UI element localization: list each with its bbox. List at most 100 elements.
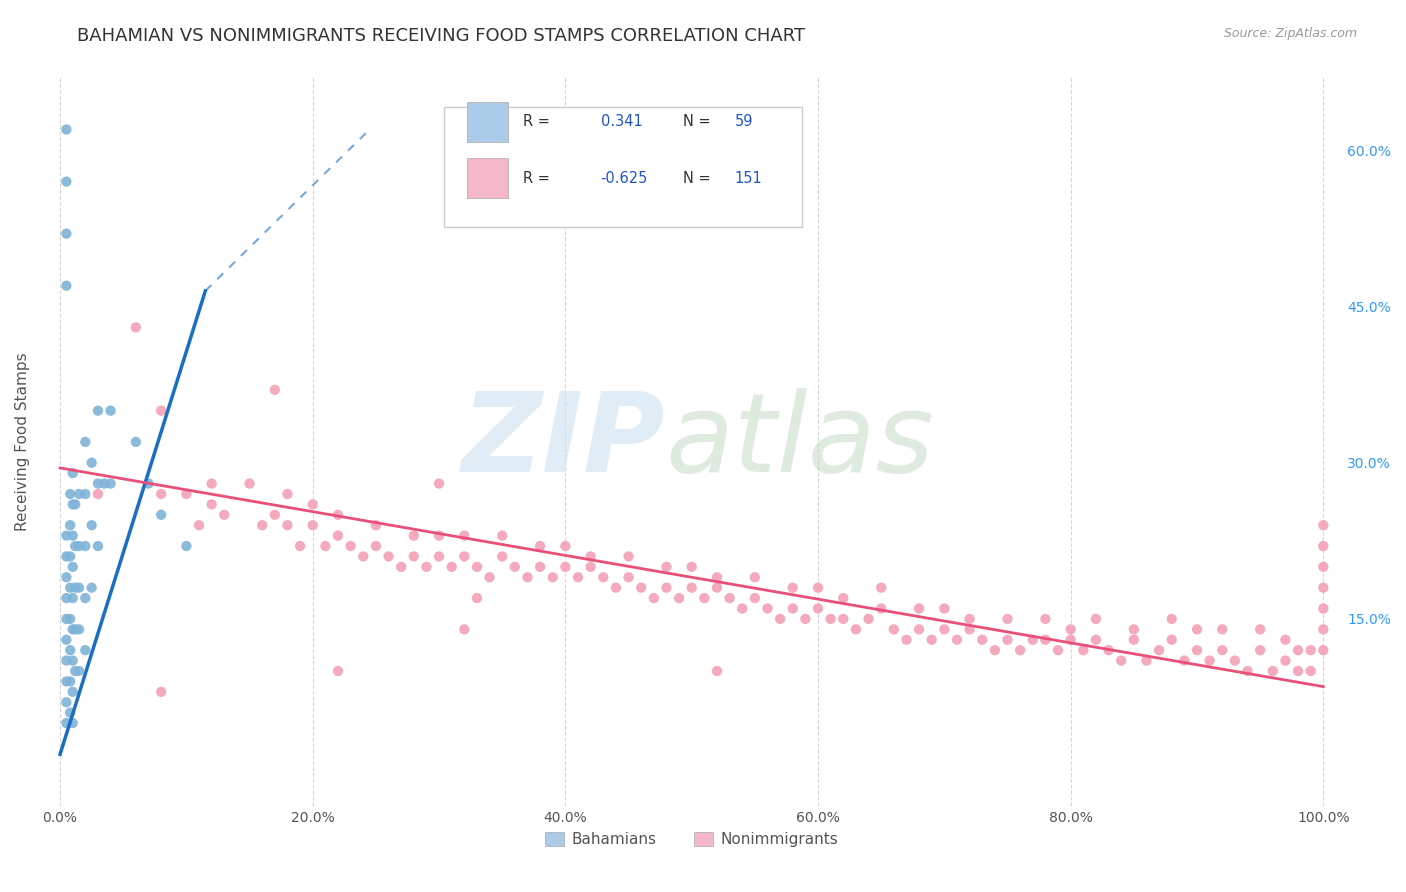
Point bbox=[93, 476, 115, 491]
Point bbox=[1071, 643, 1094, 657]
Point bbox=[1299, 664, 1322, 678]
Point bbox=[592, 570, 614, 584]
Text: R =: R = bbox=[523, 171, 550, 186]
Point bbox=[706, 581, 728, 595]
Point bbox=[858, 612, 880, 626]
Point bbox=[263, 508, 285, 522]
Point bbox=[75, 591, 97, 606]
FancyBboxPatch shape bbox=[467, 158, 508, 198]
Point bbox=[150, 685, 173, 699]
Point bbox=[491, 549, 513, 564]
Point bbox=[427, 476, 450, 491]
Point bbox=[1035, 612, 1057, 626]
Point bbox=[263, 383, 285, 397]
Point bbox=[80, 456, 103, 470]
Point bbox=[59, 643, 82, 657]
Point bbox=[1274, 654, 1296, 668]
Point bbox=[59, 612, 82, 626]
Point bbox=[1236, 664, 1258, 678]
Point bbox=[478, 570, 501, 584]
Point bbox=[427, 528, 450, 542]
Point bbox=[1185, 623, 1208, 637]
Point bbox=[150, 508, 173, 522]
Point bbox=[326, 508, 349, 522]
Point bbox=[997, 632, 1019, 647]
Point bbox=[1198, 654, 1220, 668]
Point bbox=[908, 623, 931, 637]
Point bbox=[55, 674, 77, 689]
Point bbox=[55, 632, 77, 647]
Point bbox=[364, 518, 387, 533]
Point bbox=[1274, 632, 1296, 647]
Point bbox=[946, 632, 969, 647]
Point bbox=[529, 559, 551, 574]
FancyBboxPatch shape bbox=[444, 107, 803, 227]
Point bbox=[744, 591, 766, 606]
Point bbox=[756, 601, 779, 615]
Point bbox=[62, 466, 84, 480]
Point bbox=[1084, 612, 1107, 626]
Point bbox=[1223, 654, 1246, 668]
Point bbox=[67, 539, 90, 553]
Point bbox=[214, 508, 236, 522]
Point bbox=[62, 497, 84, 511]
Point bbox=[176, 539, 198, 553]
Point bbox=[63, 539, 86, 553]
Y-axis label: Receiving Food Stamps: Receiving Food Stamps bbox=[15, 352, 30, 532]
Legend: Bahamians, Nonimmigrants: Bahamians, Nonimmigrants bbox=[538, 826, 844, 854]
Point bbox=[1109, 654, 1132, 668]
Point bbox=[782, 581, 804, 595]
Point bbox=[1211, 643, 1233, 657]
Text: N =: N = bbox=[682, 114, 710, 129]
Point bbox=[364, 539, 387, 553]
Point bbox=[55, 612, 77, 626]
Point bbox=[402, 528, 425, 542]
Point bbox=[150, 487, 173, 501]
Point bbox=[1185, 643, 1208, 657]
Point bbox=[630, 581, 652, 595]
Point bbox=[326, 664, 349, 678]
Point bbox=[503, 559, 526, 574]
Point bbox=[55, 528, 77, 542]
Point bbox=[80, 518, 103, 533]
Point bbox=[1122, 632, 1144, 647]
Point bbox=[1059, 632, 1081, 647]
Point bbox=[1299, 643, 1322, 657]
Point bbox=[1022, 632, 1045, 647]
Point bbox=[288, 539, 311, 553]
Point bbox=[453, 549, 475, 564]
Point bbox=[389, 559, 412, 574]
Text: ZIP: ZIP bbox=[463, 388, 665, 495]
Point bbox=[80, 581, 103, 595]
Point bbox=[62, 591, 84, 606]
Point bbox=[605, 581, 627, 595]
Point bbox=[1047, 643, 1070, 657]
Point bbox=[453, 528, 475, 542]
Point bbox=[617, 549, 640, 564]
Text: 0.341: 0.341 bbox=[600, 114, 643, 129]
Point bbox=[67, 664, 90, 678]
Point bbox=[959, 623, 981, 637]
Point bbox=[718, 591, 741, 606]
Point bbox=[706, 664, 728, 678]
Point bbox=[832, 612, 855, 626]
Point bbox=[491, 528, 513, 542]
Text: 151: 151 bbox=[734, 171, 762, 186]
Point bbox=[55, 175, 77, 189]
Point bbox=[934, 601, 956, 615]
Point bbox=[1084, 632, 1107, 647]
Point bbox=[55, 549, 77, 564]
Point bbox=[55, 716, 77, 731]
Point bbox=[465, 559, 488, 574]
Point bbox=[1059, 623, 1081, 637]
Point bbox=[75, 643, 97, 657]
Point bbox=[75, 539, 97, 553]
Point bbox=[87, 539, 110, 553]
Point bbox=[655, 559, 678, 574]
Point bbox=[643, 591, 665, 606]
Point bbox=[188, 518, 211, 533]
Point bbox=[75, 487, 97, 501]
Point bbox=[55, 654, 77, 668]
Point bbox=[1249, 623, 1271, 637]
Point bbox=[62, 559, 84, 574]
